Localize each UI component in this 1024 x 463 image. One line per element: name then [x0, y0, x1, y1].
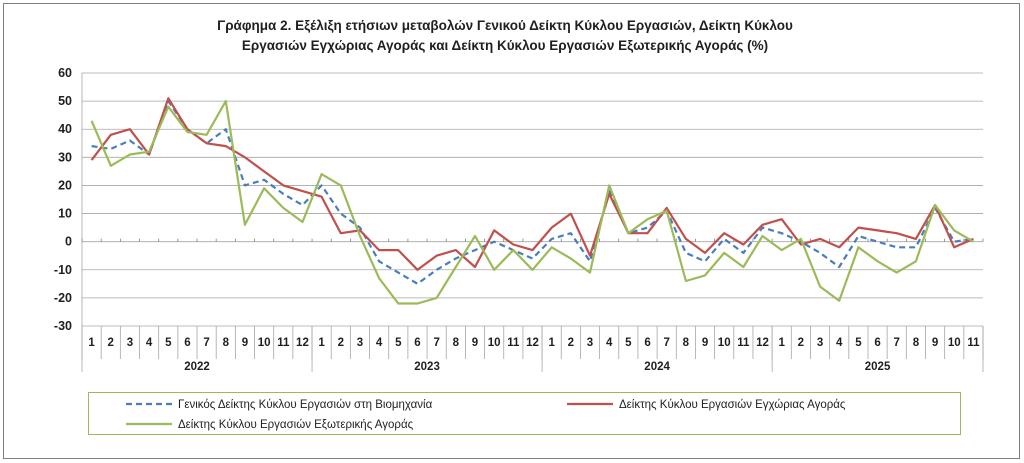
month-tick-label: 5	[395, 337, 402, 349]
legend: Γενικός Δείκτης Κύκλου Εργασιών στη Βιομ…	[88, 392, 961, 435]
month-tick-label: 2	[108, 337, 114, 349]
month-tick-label: 1	[88, 337, 95, 349]
y-tick-label: 40	[58, 122, 72, 136]
x-axis: 1 2 3 4 5 6 7 8 9 10 11 12 1 2 3 4 5 6 7 8 9 10 11 12 1 2 3 4 5 6 7 8 9 1…	[81, 238, 984, 373]
gridlines	[82, 72, 983, 327]
month-tick-label: 10	[258, 337, 271, 349]
month-tick-label: 7	[433, 337, 439, 349]
month-tick-label: 5	[165, 337, 172, 349]
y-tick-label: 20	[58, 178, 72, 192]
month-tick-label: 9	[242, 337, 248, 349]
month-tick-label: 1	[318, 337, 325, 349]
y-tick-label: 50	[58, 94, 72, 108]
month-tick-label: 6	[184, 337, 190, 349]
month-tick-label: 3	[817, 337, 823, 349]
month-tick-label: 11	[507, 337, 520, 349]
series-line-1	[91, 99, 974, 285]
y-tick-label: -30	[54, 319, 72, 333]
month-tick-label: 7	[894, 337, 900, 349]
month-tick-label: 11	[277, 337, 290, 349]
month-tick-label: 10	[948, 337, 961, 349]
series-lines	[90, 97, 974, 305]
month-tick-label: 12	[526, 337, 539, 349]
month-tick-label: 8	[913, 337, 920, 349]
month-tick-label: 1	[779, 337, 786, 349]
month-tick-label: 10	[718, 337, 731, 349]
series-line-2	[90, 97, 974, 271]
month-tick-label: 10	[488, 337, 501, 349]
y-tick-label: 10	[58, 207, 72, 221]
month-tick-label: 9	[472, 337, 478, 349]
month-tick-label: 11	[737, 337, 750, 349]
month-tick-label: 4	[376, 337, 383, 349]
month-tick-label: 4	[836, 337, 843, 349]
month-tick-label: 3	[587, 337, 593, 349]
month-tick-label: 1	[548, 337, 555, 349]
month-tick-label: 3	[127, 337, 133, 349]
month-tick-label: 6	[644, 337, 650, 349]
y-axis: 60 50 40 30 20 10 0 -10 -20 -30	[54, 66, 83, 333]
month-tick-label: 2	[568, 337, 574, 349]
y-tick-label: 30	[58, 150, 72, 164]
month-tick-label: 8	[223, 337, 230, 349]
month-tick-label: 8	[453, 337, 460, 349]
year-tick-label: 2024	[644, 361, 670, 373]
series-line-3	[90, 99, 974, 305]
month-tick-label: 9	[932, 337, 938, 349]
month-tick-label: 2	[338, 337, 344, 349]
year-tick-label: 2025	[865, 361, 891, 373]
y-tick-label: 0	[65, 235, 72, 249]
legend-label-general: Γενικός Δείκτης Κύκλου Εργασιών στη Βιομ…	[178, 399, 433, 411]
legend-label-external: Δείκτης Κύκλου Εργασιών Εξωτερικής Αγορά…	[178, 419, 414, 431]
y-tick-label: 60	[58, 66, 72, 80]
month-tick-label: 3	[357, 337, 363, 349]
month-tick-label: 7	[663, 337, 669, 349]
month-tick-label: 12	[756, 337, 769, 349]
month-tick-label: 8	[683, 337, 690, 349]
year-tick-label: 2022	[184, 361, 210, 373]
legend-label-domestic: Δείκτης Κύκλου Εργασιών Εγχώριας Αγοράς	[619, 399, 846, 411]
month-tick-label: 5	[855, 337, 862, 349]
legend-box	[88, 392, 961, 435]
month-tick-label: 11	[967, 337, 980, 349]
y-tick-label: -20	[54, 291, 72, 305]
year-tick-label: 2023	[414, 361, 440, 373]
month-tick-label: 5	[625, 337, 632, 349]
month-tick-label: 2	[798, 337, 804, 349]
y-tick-label: -10	[54, 263, 72, 277]
month-tick-label: 6	[874, 337, 880, 349]
month-tick-label: 6	[414, 337, 420, 349]
month-tick-label: 4	[606, 337, 613, 349]
month-tick-label: 4	[146, 337, 153, 349]
month-tick-label: 9	[702, 337, 708, 349]
chart-border	[3, 3, 1020, 459]
chart-title-line-2: Εργασιών Εγχώριας Αγοράς και Δείκτη Κύκλ…	[242, 38, 768, 53]
month-tick-label: 7	[203, 337, 209, 349]
chart-title-line-1: Γράφημα 2. Εξέλιξη ετήσιων μεταβολών Γεν…	[217, 18, 793, 33]
month-tick-label: 12	[296, 337, 309, 349]
